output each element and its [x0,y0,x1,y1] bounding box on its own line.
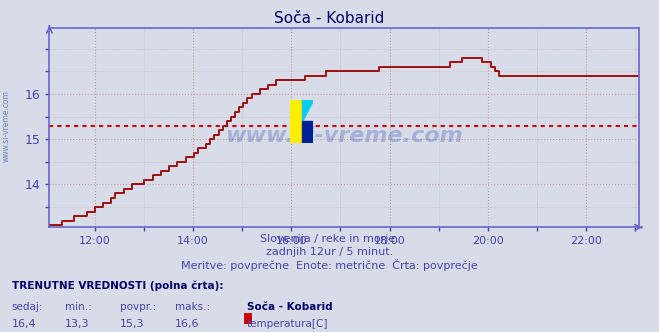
Text: sedaj:: sedaj: [12,302,43,312]
Text: zadnjih 12ur / 5 minut.: zadnjih 12ur / 5 minut. [266,247,393,257]
Text: Slovenija / reke in morje.: Slovenija / reke in morje. [260,234,399,244]
Text: www.si-vreme.com: www.si-vreme.com [2,90,11,162]
Text: maks.:: maks.: [175,302,210,312]
Text: 16,4: 16,4 [12,319,36,329]
Text: 16,6: 16,6 [175,319,199,329]
Text: 13,3: 13,3 [65,319,89,329]
Text: Soča - Kobarid: Soča - Kobarid [247,302,333,312]
Text: temperatura[C]: temperatura[C] [247,319,329,329]
Text: Meritve: povprečne  Enote: metrične  Črta: povprečje: Meritve: povprečne Enote: metrične Črta:… [181,259,478,271]
Text: www.si-vreme.com: www.si-vreme.com [225,126,463,146]
Text: TRENUTNE VREDNOSTI (polna črta):: TRENUTNE VREDNOSTI (polna črta): [12,281,223,291]
Text: povpr.:: povpr.: [120,302,156,312]
Polygon shape [302,100,314,121]
Polygon shape [302,121,314,143]
Text: Soča - Kobarid: Soča - Kobarid [274,11,385,26]
Text: 15,3: 15,3 [120,319,144,329]
Text: min.:: min.: [65,302,92,312]
Bar [291,100,302,143]
